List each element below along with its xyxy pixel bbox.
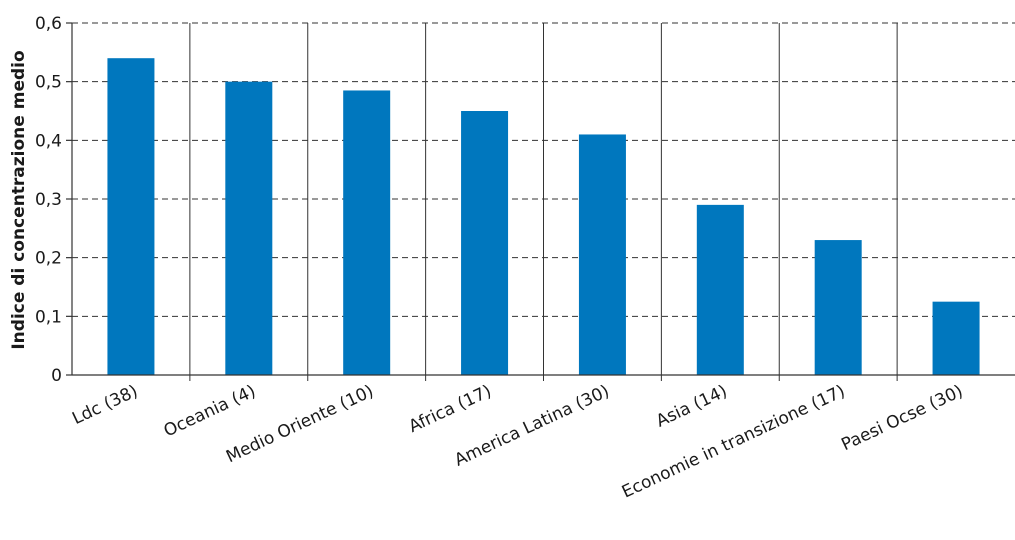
x-tick-label: Asia (14) <box>653 381 730 431</box>
x-tick-label: Economie in transizione (17) <box>619 381 848 502</box>
bar <box>696 204 744 375</box>
y-tick-label: 0,2 <box>35 249 62 269</box>
y-tick-label: 0,5 <box>35 73 62 93</box>
bar <box>932 301 980 375</box>
bar <box>107 58 155 375</box>
grid-layer <box>72 22 1015 381</box>
x-tick-label: Paesi Ocse (30) <box>838 381 966 455</box>
bars-layer <box>107 58 980 376</box>
axis-layer <box>66 22 1015 376</box>
y-tick-label: 0 <box>51 366 62 386</box>
y-tick-label: 0,3 <box>35 190 62 210</box>
bar <box>461 111 509 375</box>
y-tick-label: 0,6 <box>35 14 62 34</box>
y-axis-title: Indice di concentrazione medio <box>9 50 29 349</box>
bar <box>814 240 862 375</box>
y-tick-label: 0,1 <box>35 307 62 327</box>
x-tick-label: Oceania (4) <box>161 381 259 441</box>
x-tick-label: Africa (17) <box>406 381 495 437</box>
bar <box>343 90 391 375</box>
y-tick-label: 0,4 <box>35 131 62 151</box>
bar <box>578 134 626 375</box>
bar <box>225 81 273 376</box>
x-tick-label: Ldc (38) <box>69 381 141 429</box>
